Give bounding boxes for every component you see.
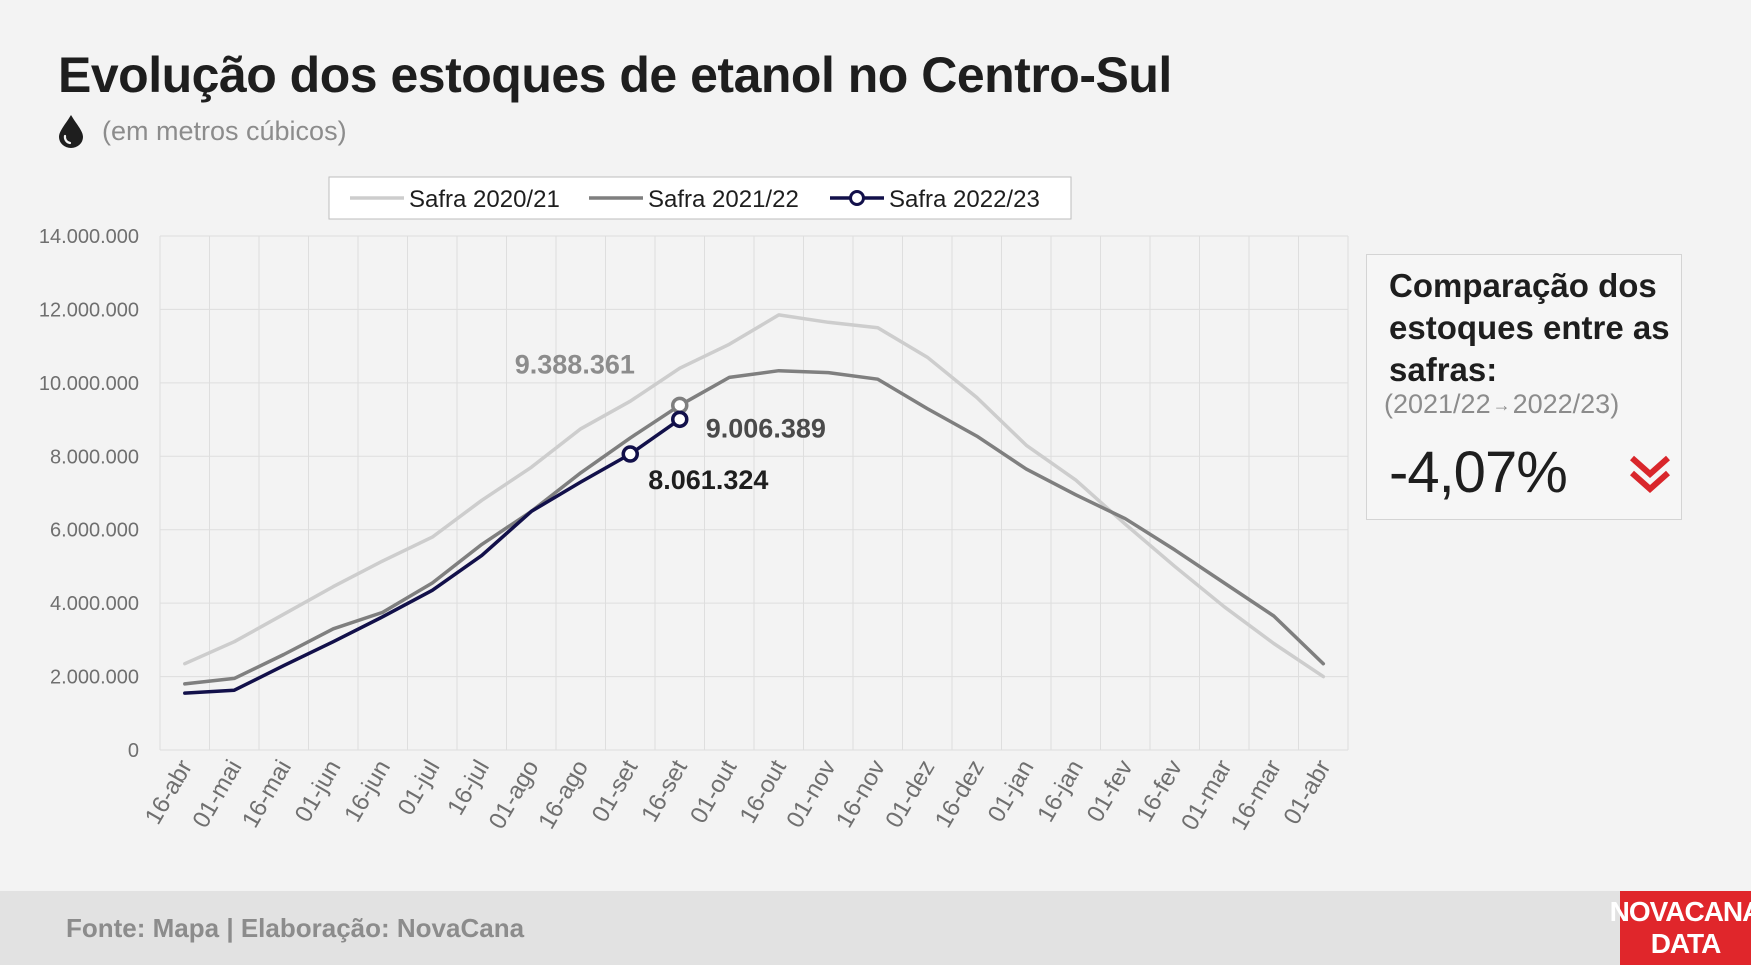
- x-tick-label: 01-abr: [1278, 755, 1336, 829]
- x-tick-label: 16-jun: [339, 756, 396, 827]
- legend-box: [328, 176, 1072, 220]
- drop-icon: [59, 115, 83, 148]
- comparison-title: Comparação dos estoques entre as safras:: [1389, 267, 1670, 388]
- x-tick-label: 01-jun: [290, 756, 347, 827]
- data-label: 9.388.361: [515, 349, 635, 379]
- data-label: 8.061.324: [648, 465, 768, 495]
- x-tick-label: 01-set: [587, 755, 644, 827]
- brand-line-1: NOVACANA: [1609, 896, 1751, 927]
- points-layer: [621, 396, 689, 463]
- x-tick-label: 16-dez: [930, 756, 990, 833]
- x-tick-label: 16-mai: [237, 756, 297, 833]
- y-tick-label: 8.000.000: [50, 446, 139, 468]
- x-tick-label: 16-jan: [1032, 756, 1089, 827]
- y-axis: 0 2.000.000 4.000.000 6.000.000 8.000.000 10.…: [39, 226, 139, 762]
- y-tick-label: 2.000.000: [50, 667, 139, 689]
- x-tick-label: 16-set: [636, 755, 693, 827]
- x-tick-label: 01-out: [685, 755, 743, 828]
- annotations-layer: 9.388.361 9.006.389 8.061.324: [515, 349, 826, 495]
- chart: 0 2.000.000 4.000.000 6.000.000 8.000.000 10.…: [39, 176, 1349, 835]
- series-line-3: [183, 417, 682, 695]
- subtitle-row: (em metros cúbicos): [58, 114, 347, 148]
- y-tick-label: 10.000.000: [39, 373, 139, 395]
- subtitle: (em metros cúbicos): [102, 115, 347, 146]
- y-tick-label: 4.000.000: [50, 593, 139, 615]
- data-point-marker: [621, 445, 639, 463]
- footer: Fonte: Mapa | Elaboração: NovaCana: [0, 891, 1751, 965]
- data-point-marker: [671, 396, 689, 415]
- period-to: 2022/23): [1512, 389, 1620, 419]
- x-axis: 16-abr01-mai16-mai01-jun16-jun01-jul16-j…: [140, 755, 1337, 835]
- x-tick-label: 01-jul: [393, 756, 446, 820]
- x-tick-label: 16-mar: [1226, 756, 1287, 835]
- arrow-right-icon: →: [1492, 395, 1511, 416]
- legend-label-1: Safra 2020/21: [409, 186, 560, 213]
- chart-title: Evolução dos estoques de etanol no Centr…: [58, 47, 1172, 103]
- data-label: 9.006.389: [706, 413, 826, 443]
- series-line-1: [183, 313, 1326, 679]
- x-tick-label: 16-jul: [442, 756, 495, 820]
- comparison-value: -4,07%: [1389, 440, 1568, 505]
- comparison-box: Comparação dos estoques entre as safras:…: [1366, 254, 1682, 520]
- series-line-2: [183, 368, 1326, 686]
- comparison-period: (2021/22 →2022/23): [1384, 389, 1619, 420]
- brand-line-2: DATA: [1650, 928, 1722, 959]
- period-from: (2021/22: [1384, 389, 1491, 419]
- x-tick-label: 01-fev: [1082, 756, 1139, 827]
- y-tick-label: 0: [128, 740, 139, 762]
- legend-marker: [849, 190, 865, 206]
- series-layer: [183, 313, 1326, 695]
- legend-label-2: Safra 2021/22: [648, 186, 799, 213]
- brand-logo: NOVACANA DATA: [1610, 891, 1751, 965]
- x-tick-label: 01-jan: [983, 756, 1040, 827]
- double-chevron-down-icon: [1630, 455, 1670, 494]
- source-text: Fonte: Mapa | Elaboração: NovaCana: [66, 913, 525, 943]
- data-point-marker: [671, 410, 689, 429]
- y-tick-label: 12.000.000: [39, 299, 139, 321]
- y-tick-label: 6.000.000: [50, 520, 139, 542]
- y-tick-label: 14.000.000: [39, 226, 139, 248]
- legend-label-3: Safra 2022/23: [889, 186, 1040, 213]
- x-tick-label: 16-ago: [533, 756, 594, 834]
- chart-legend: Safra 2020/21 Safra 2021/22 Safra 2022/23: [328, 176, 1072, 220]
